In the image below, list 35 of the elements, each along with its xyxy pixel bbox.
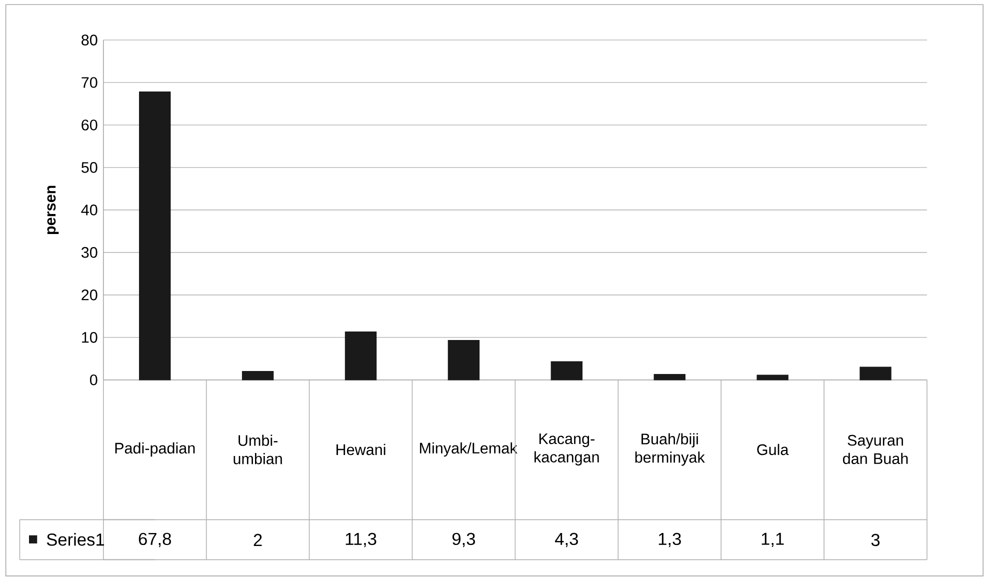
data-label: 2 — [254, 534, 262, 546]
bar — [756, 374, 788, 380]
bar — [344, 332, 377, 380]
y-axis-title: persen — [47, 186, 59, 234]
y-tick-label: 40 — [81, 204, 98, 216]
x-tick-label: Gula — [757, 444, 789, 456]
y-tick-label: 10 — [82, 332, 98, 343]
x-tick-label: Sayuran dan Buah — [842, 435, 908, 464]
y-tick-label: 60 — [82, 120, 98, 131]
bar — [448, 340, 480, 380]
y-tick-label: 20 — [82, 290, 98, 300]
y-tick-label: 50 — [81, 162, 98, 174]
x-tick-label: Padi-padian — [115, 442, 195, 457]
data-label: 11,3 — [346, 532, 376, 548]
legend-label: Series1 — [46, 533, 104, 546]
data-label: 1,1 — [762, 533, 784, 548]
y-tick-label: 0 — [90, 374, 98, 386]
x-tick-label: Minyak/Lemak — [420, 442, 518, 457]
data-label: 9,3 — [452, 532, 476, 548]
data-label: 4,3 — [555, 532, 578, 548]
data-label: 67,8 — [138, 532, 171, 548]
bar — [654, 374, 686, 380]
x-tick-label: Hewani — [336, 444, 386, 456]
bar — [860, 366, 892, 380]
bar — [242, 371, 274, 380]
data-label: 3 — [871, 534, 880, 546]
bar — [550, 361, 583, 380]
x-tick-label: Buah/biji berminyak — [635, 433, 705, 466]
bar — [139, 92, 171, 380]
y-tick-label: 70 — [82, 77, 98, 88]
y-tick-label: 30 — [81, 247, 98, 258]
data-label: 1,3 — [658, 532, 681, 548]
y-tick-label: 80 — [82, 34, 98, 46]
x-tick-label: Umbi-umbian — [234, 434, 282, 464]
x-tick-label: Kacang-kacangan — [534, 434, 599, 466]
